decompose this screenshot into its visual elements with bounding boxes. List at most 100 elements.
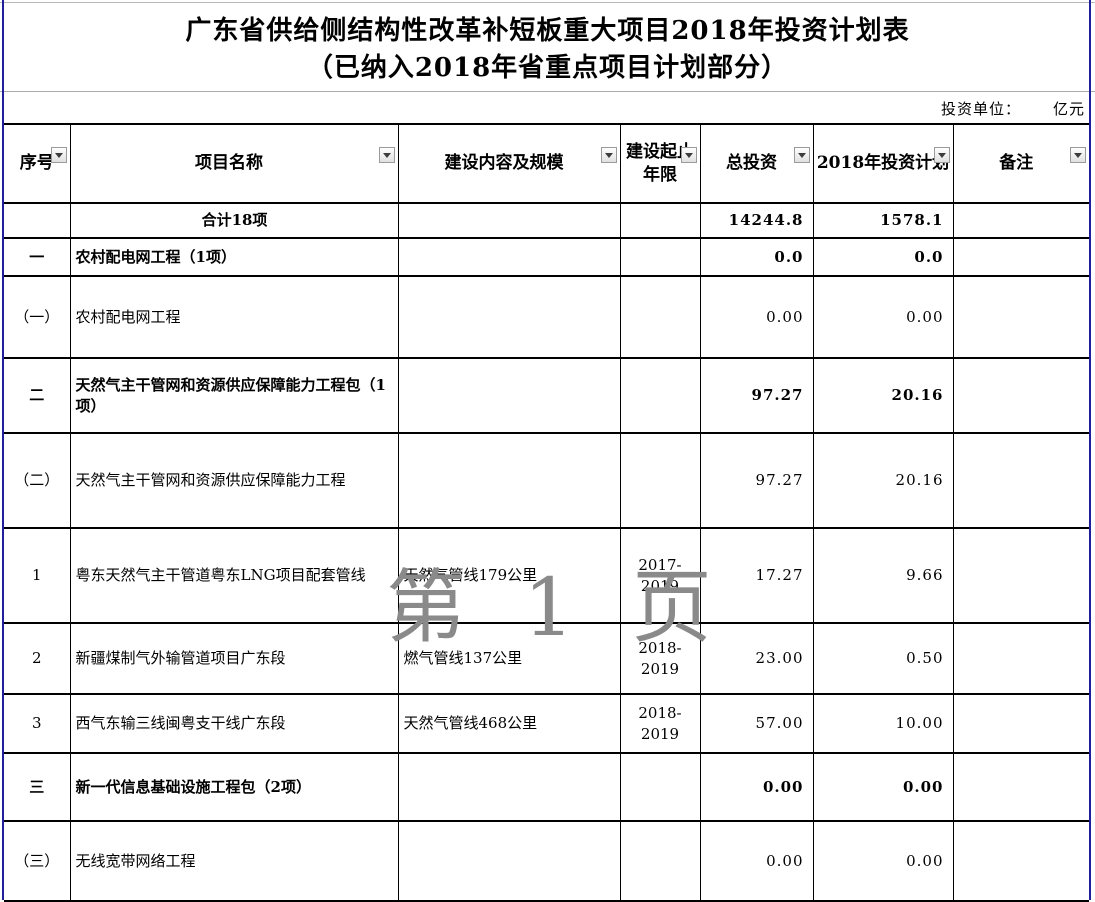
col-header-label: 建设起止年限 — [626, 141, 694, 185]
cell-note — [952, 202, 1089, 239]
cell-years — [619, 202, 701, 239]
cell-years — [619, 275, 701, 359]
title-divider — [0, 91, 1095, 92]
cell-project-name: 农村配电网工程（1项） — [69, 237, 399, 277]
page-title: 广东省供给侧结构性改革补短板重大项目2018年投资计划表 （已纳入2018年省重… — [0, 13, 1095, 87]
cell-note — [952, 237, 1089, 277]
page-number-watermark: 第 1 页 — [386, 561, 728, 654]
cell-project-name: 无线宽带网络工程 — [69, 820, 399, 902]
cell-note — [952, 432, 1089, 529]
filter-dropdown-button[interactable] — [1070, 147, 1086, 163]
cell-project-name: 天然气主干管网和资源供应保障能力工程包（1项） — [69, 357, 399, 434]
top-divider — [0, 2, 1095, 3]
cell-project-name: 农村配电网工程 — [69, 275, 399, 359]
col-header-label: 序号 — [19, 153, 54, 174]
cell-total-investment: 0.0 — [699, 237, 814, 277]
cell-years — [619, 237, 701, 277]
cell-total-investment: 97.27 — [699, 357, 814, 434]
table-row: （三） 无线宽带网络工程 0.00 0.00 — [4, 820, 1089, 902]
col-header-label: 项目名称 — [195, 153, 263, 174]
cell-content — [397, 820, 621, 902]
cell-years: 2018-2019 — [619, 693, 701, 754]
cell-total-investment: 17.27 — [699, 527, 814, 624]
header-row: 序号 项目名称 建设内容及规模 建设起止年限 总投资 2018年投资计划 备注 — [4, 123, 1089, 204]
cell-serial: 2 — [4, 622, 71, 695]
table-row: 3 西气东输三线闽粤支干线广东段 天然气管线468公里 2018-2019 57… — [4, 693, 1089, 754]
cell-project-name: 新疆煤制气外输管道项目广东段 — [69, 622, 399, 695]
cell-note — [952, 622, 1089, 695]
cell-total-investment: 0.00 — [699, 820, 814, 902]
cell-project-name: 天然气主干管网和资源供应保障能力工程 — [69, 432, 399, 529]
col-header-note: 备注 — [952, 123, 1089, 204]
cell-serial: 三 — [4, 752, 71, 822]
cell-serial: 3 — [4, 693, 71, 754]
col-header-label: 建设内容及规模 — [444, 153, 564, 174]
cell-note — [952, 357, 1089, 434]
investment-plan-table: 序号 项目名称 建设内容及规模 建设起止年限 总投资 2018年投资计划 备注 … — [4, 123, 1089, 902]
table-row: 2 新疆煤制气外输管道项目广东段 燃气管线137公里 2018-2019 23.… — [4, 622, 1089, 695]
cell-project-name: 合计18项 — [69, 202, 399, 239]
page-break-line-left — [2, 0, 4, 900]
page-title-line1: 广东省供给侧结构性改革补短板重大项目2018年投资计划表 — [185, 16, 910, 46]
cell-note — [952, 527, 1089, 624]
cell-total-investment: 0.00 — [699, 752, 814, 822]
cell-2018-plan: 0.00 — [812, 752, 954, 822]
cell-note — [952, 693, 1089, 754]
col-header-content-scale: 建设内容及规模 — [397, 123, 621, 204]
dropdown-arrow-icon — [1074, 152, 1082, 158]
cell-total-investment: 0.00 — [699, 275, 814, 359]
cell-years — [619, 820, 701, 902]
cell-content: 天然气管线468公里 — [397, 693, 621, 754]
cell-content — [397, 237, 621, 277]
cell-content — [397, 357, 621, 434]
unit-label: 投资单位： — [940, 100, 1021, 118]
col-header-label: 总投资 — [726, 153, 777, 174]
table-row: 1 粤东天然气主干管道粤东LNG项目配套管线 天然气管线179公里 2017-2… — [4, 527, 1089, 624]
dropdown-arrow-icon — [604, 152, 613, 158]
cell-total-investment: 97.27 — [699, 432, 814, 529]
cell-2018-plan: 20.16 — [812, 432, 954, 529]
table-row: 一 农村配电网工程（1项） 0.0 0.0 — [4, 237, 1089, 277]
dropdown-arrow-icon — [54, 152, 63, 158]
col-header-label: 2018年投资计划 — [816, 153, 950, 174]
cell-serial: 一 — [4, 237, 71, 277]
cell-note — [952, 820, 1089, 902]
col-header-total-investment: 总投资 — [699, 123, 814, 204]
filter-dropdown-button[interactable] — [680, 147, 697, 163]
cell-2018-plan: 0.00 — [812, 820, 954, 902]
cell-serial: （一） — [4, 275, 71, 359]
cell-content — [397, 432, 621, 529]
filter-dropdown-button[interactable] — [933, 147, 950, 163]
table-row: （二） 天然气主干管网和资源供应保障能力工程 97.27 20.16 — [4, 432, 1089, 529]
cell-serial: 1 — [4, 527, 71, 624]
cell-serial — [4, 202, 71, 239]
cell-serial: （三） — [4, 820, 71, 902]
filter-dropdown-button[interactable] — [793, 147, 810, 163]
cell-2018-plan: 0.50 — [812, 622, 954, 695]
dropdown-arrow-icon — [382, 152, 391, 158]
filter-dropdown-button[interactable] — [378, 147, 395, 163]
dropdown-arrow-icon — [937, 152, 946, 158]
cell-years — [619, 752, 701, 822]
table-row: 二 天然气主干管网和资源供应保障能力工程包（1项） 97.27 20.16 — [4, 357, 1089, 434]
cell-years — [619, 357, 701, 434]
filter-dropdown-button[interactable] — [50, 147, 67, 163]
table-row: （一） 农村配电网工程 0.00 0.00 — [4, 275, 1089, 359]
cell-content — [397, 752, 621, 822]
filter-dropdown-button[interactable] — [600, 147, 617, 163]
cell-project-name: 西气东输三线闽粤支干线广东段 — [69, 693, 399, 754]
cell-2018-plan: 0.0 — [812, 237, 954, 277]
investment-unit-note: 投资单位： 亿元 — [941, 98, 1085, 119]
cell-total-investment: 14244.8 — [699, 202, 814, 239]
table-row: 三 新一代信息基础设施工程包（2项） 0.00 0.00 — [4, 752, 1089, 822]
cell-serial: （二） — [4, 432, 71, 529]
cell-2018-plan: 20.16 — [812, 357, 954, 434]
cell-years: 2018-2019 — [619, 622, 701, 695]
dropdown-arrow-icon — [684, 152, 693, 158]
page-title-line2: （已纳入2018年省重点项目计划部分） — [306, 53, 789, 83]
col-header-label: 备注 — [999, 153, 1034, 174]
cell-note — [952, 752, 1089, 822]
cell-note — [952, 275, 1089, 359]
cell-serial: 二 — [4, 357, 71, 434]
